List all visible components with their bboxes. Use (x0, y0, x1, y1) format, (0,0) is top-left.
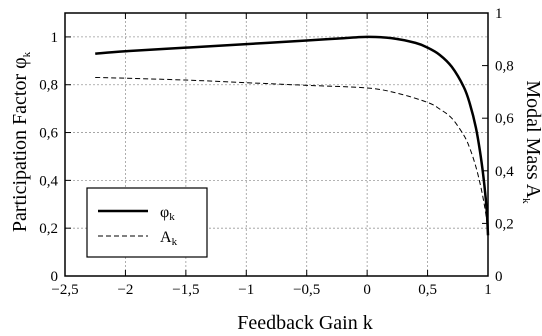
legend: φk Ak (86, 187, 208, 258)
y-right-tick-label: 1 (495, 6, 503, 22)
legend-box (86, 187, 208, 258)
series-ak-line (95, 76, 489, 233)
right-axis-title: Modal Mass Ak (520, 80, 542, 204)
plot-frame (64, 12, 489, 277)
y-left-tick-label: 0 (51, 269, 59, 285)
x-tick-label: 1 (484, 282, 492, 298)
series-phi-line (95, 35, 490, 236)
y-right-tick-label: 0,4 (495, 164, 514, 180)
y-left-tick-label: 1 (51, 30, 59, 46)
y-left-tick-label: 0,4 (39, 173, 58, 189)
x-tick-label: −2,5 (51, 282, 78, 298)
x-axis-title: Feedback Gain k (237, 312, 373, 334)
grid (65, 13, 488, 276)
legend-label-phi: φk (160, 204, 175, 223)
x-tick-label: −2 (117, 282, 133, 298)
series-layer (95, 35, 490, 236)
y-right-tick-label: 0,2 (495, 216, 514, 232)
y-right-tick-label: 0,8 (495, 59, 514, 75)
ticks: −2,5 −2 −1,5 −1 −0,5 0 0,5 100,20,40,60,8100,20… (39, 6, 514, 298)
x-tick-label: 0 (363, 282, 371, 298)
x-tick-label: 0,5 (418, 282, 437, 298)
legend-label-ak: Ak (160, 229, 178, 248)
y-right-tick-label: 0 (495, 269, 503, 285)
y-left-tick-label: 0,8 (39, 78, 58, 94)
y-right-tick-label: 0,6 (495, 111, 514, 127)
y-left-tick-label: 0,2 (39, 221, 58, 237)
x-tick-label: −1 (238, 282, 254, 298)
x-tick-label: −0,5 (293, 282, 320, 298)
x-tick-label: −1,5 (172, 282, 199, 298)
y-left-tick-label: 0,6 (39, 126, 58, 142)
left-axis-title: Participation Factor φk (9, 51, 33, 232)
